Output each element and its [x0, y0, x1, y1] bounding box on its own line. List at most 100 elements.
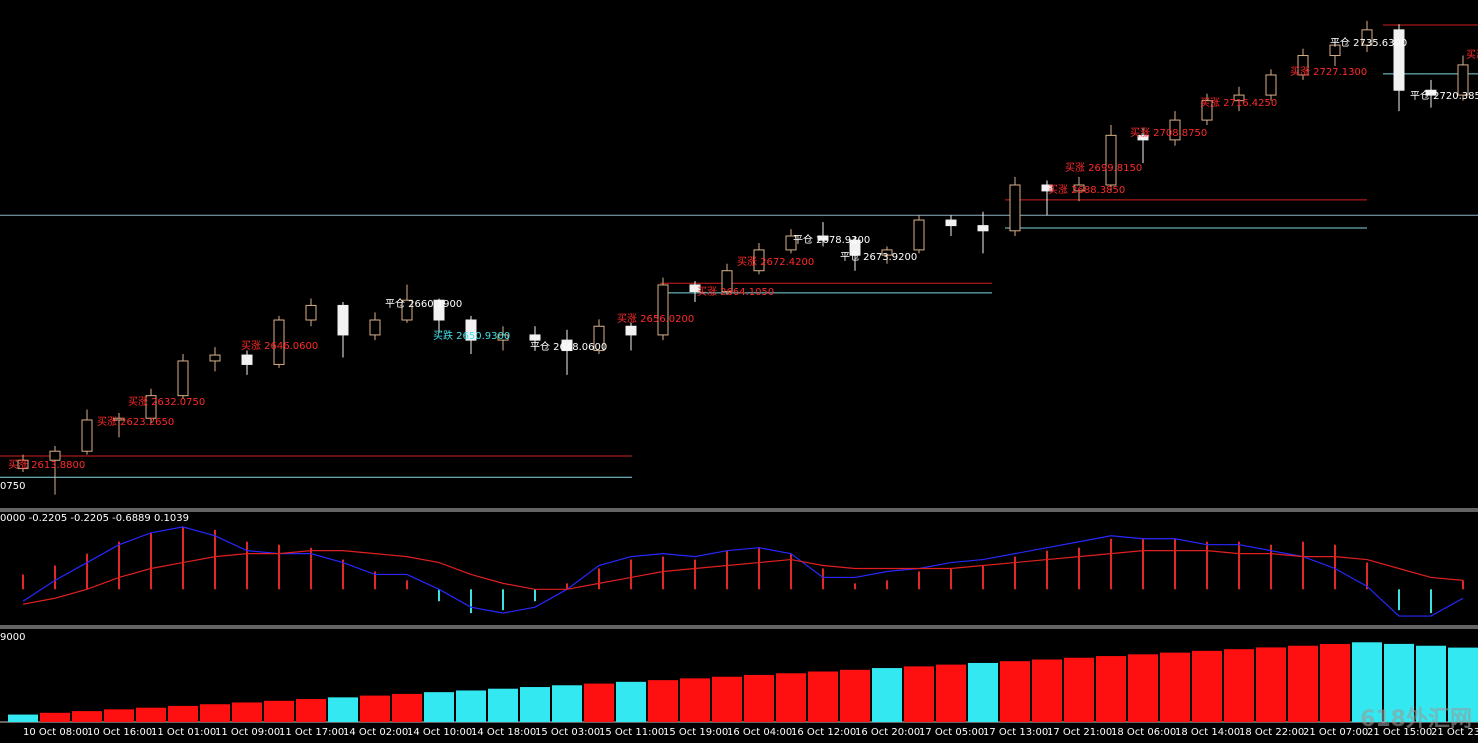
- volume-bar: [136, 707, 166, 722]
- candle-body: [49, 450, 61, 461]
- x-tick-label: 16 Oct 04:00: [727, 727, 792, 738]
- candle-body: [849, 239, 861, 256]
- candle-body: [1009, 184, 1021, 232]
- candle-body: [1393, 29, 1405, 91]
- volume-bar: [840, 669, 870, 722]
- volume-bar: [680, 678, 710, 722]
- x-tick-label: 11 Oct 01:00: [151, 727, 216, 738]
- volume-bar: [168, 705, 198, 722]
- candle-body: [273, 319, 285, 365]
- x-tick-label: 10 Oct 16:00: [87, 727, 152, 738]
- volume-bar: [808, 671, 838, 722]
- volume-bar: [712, 676, 742, 722]
- candle-body: [17, 459, 29, 470]
- macd-line: [22, 550, 1464, 605]
- trade-annotation: 平仓 2660.1900: [385, 297, 462, 310]
- x-tick-label: 15 Oct 11:00: [599, 727, 664, 738]
- x-tick-label: 18 Oct 06:00: [1111, 727, 1176, 738]
- volume-bar: [616, 681, 646, 722]
- candle-body: [881, 249, 893, 256]
- x-tick-label: 15 Oct 19:00: [663, 727, 728, 738]
- candle-body: [1041, 184, 1053, 192]
- watermark: 618外汇网: [1360, 706, 1472, 732]
- candle-body: [209, 354, 221, 362]
- volume-bar: [552, 685, 582, 722]
- trade-annotation: 0750: [0, 481, 25, 492]
- volume-bar: [1288, 645, 1318, 722]
- candle-body: [177, 360, 189, 397]
- trade-annotation: 买涨 2664.1050: [697, 286, 774, 298]
- x-tick-label: 16 Oct 12:00: [791, 727, 856, 738]
- trade-annotation: 买涨 2632.0750: [128, 396, 205, 408]
- trade-annotation: 平仓 2673.9200: [840, 250, 917, 263]
- volume-bar: [456, 690, 486, 722]
- volume-bar: [968, 662, 998, 722]
- volume-bar: [392, 693, 422, 722]
- volume-bar: [1128, 654, 1158, 722]
- x-tick-label: 16 Oct 20:00: [855, 727, 920, 738]
- x-tick-label: 21 Oct 15:00: [1367, 727, 1432, 738]
- candle-body: [305, 304, 317, 321]
- candle-body: [1361, 29, 1373, 46]
- candle-body: [401, 299, 413, 321]
- trade-annotation: 平仓 2648.0600: [530, 340, 607, 353]
- volume-bar: [872, 668, 902, 722]
- candle-body: [113, 417, 125, 421]
- volume-bar: [1096, 656, 1126, 722]
- trade-annotation: 买涨 2672.4200: [737, 256, 814, 268]
- candle-body: [945, 219, 957, 227]
- volume-bar: [648, 680, 678, 722]
- volume-bar: [904, 666, 934, 722]
- candle-body: [625, 325, 637, 336]
- candle-body: [241, 354, 253, 365]
- volume-bar: [1416, 645, 1446, 722]
- candle-body: [817, 235, 829, 241]
- trade-annotation: 买涨 2646.0600: [241, 340, 318, 352]
- trade-annotation: 买涨 2699.8150: [1065, 162, 1142, 174]
- volume-bar: [1192, 650, 1222, 722]
- candle-body: [1201, 100, 1213, 121]
- candle-body: [337, 304, 349, 336]
- trade-annotation: 平仓 2735.6300: [1330, 36, 1407, 49]
- trade-annotation: 买涨 2716.4250: [1200, 97, 1277, 109]
- macd-line: [22, 526, 1464, 617]
- trade-annotation: 平仓 2720.3850: [1410, 89, 1478, 102]
- candle-body: [913, 219, 925, 251]
- volume-bar: [488, 688, 518, 722]
- volume-bar: [776, 673, 806, 722]
- x-tick-label: 11 Oct 09:00: [215, 727, 280, 738]
- candle-body: [369, 319, 381, 336]
- trade-annotation: 买涨 2727.1300: [1290, 66, 1367, 78]
- volume-bar: [520, 687, 550, 722]
- volume-bar: [360, 695, 390, 722]
- x-tick-label: 14 Oct 10:00: [407, 727, 472, 738]
- candle-body: [753, 249, 765, 272]
- x-tick-label: 14 Oct 18:00: [471, 727, 536, 738]
- candle-body: [785, 235, 797, 251]
- x-tick-label: 10 Oct 08:00: [23, 727, 88, 738]
- x-tick-label: 18 Oct 22:00: [1239, 727, 1304, 738]
- volume-bar: [8, 714, 38, 722]
- x-tick-label: 11 Oct 17:00: [279, 727, 344, 738]
- volume-bar: [1064, 657, 1094, 722]
- trade-annotation: 买涨 2613.8800: [8, 459, 85, 471]
- volume-bar: [1000, 661, 1030, 722]
- volume-bar: [40, 712, 70, 722]
- candle-body: [1105, 134, 1117, 186]
- trade-annotation: 买跌 2650.9300: [433, 329, 510, 342]
- volume-bar: [584, 683, 614, 722]
- candle-body: [657, 284, 669, 336]
- volume-bar: [296, 699, 326, 722]
- x-tick-label: 18 Oct 14:00: [1175, 727, 1240, 738]
- x-tick-label: 17 Oct 13:00: [983, 727, 1048, 738]
- x-tick-label: 21 Oct 07:00: [1303, 727, 1368, 738]
- volume-bar: [1320, 643, 1350, 722]
- candle-body: [145, 395, 157, 419]
- candle-body: [433, 299, 445, 321]
- trade-annotation: 买涨 2688.3850: [1048, 184, 1125, 196]
- candle-body: [561, 339, 573, 352]
- candle-body: [1425, 89, 1437, 96]
- x-tick-label: 21 Oct 23:00: [1431, 727, 1478, 738]
